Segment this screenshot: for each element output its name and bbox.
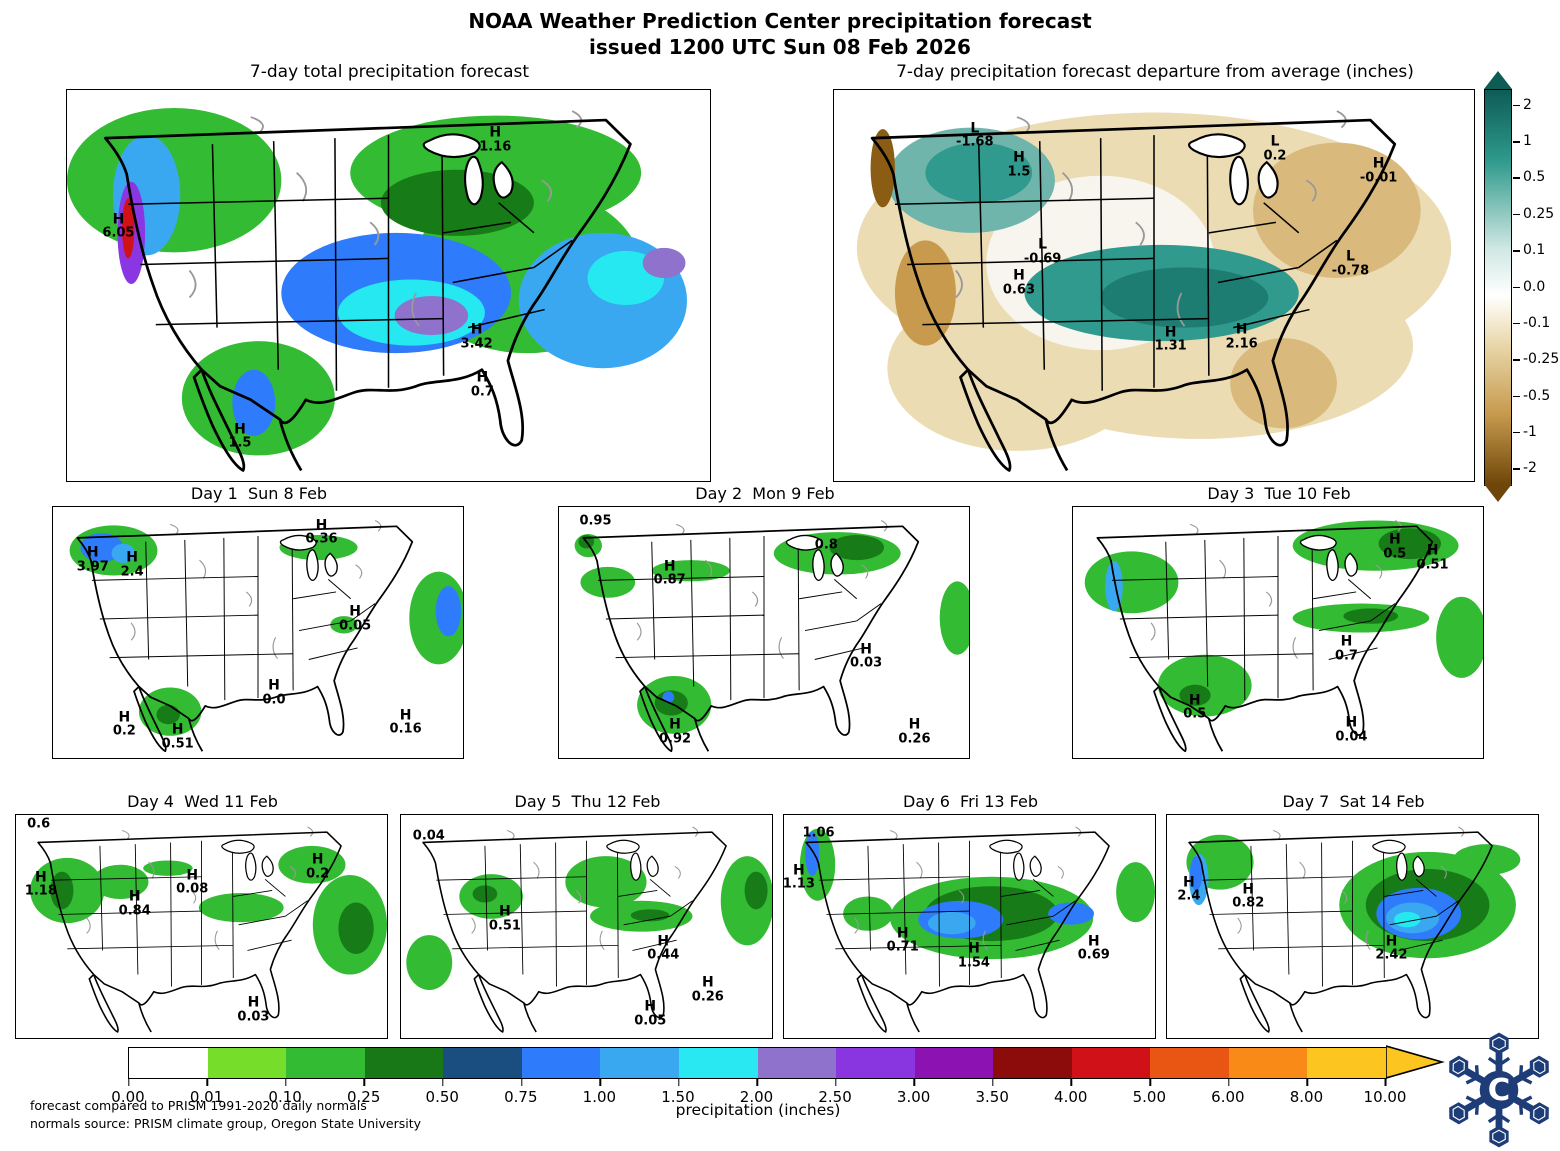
precip-colorbar-segment	[993, 1048, 1072, 1078]
us-basemap	[1186, 826, 1521, 1033]
us-basemap	[799, 826, 1155, 1033]
departure-colorbar-tick: -0.1	[1512, 314, 1551, 331]
departure-colorbar-tick: -0.25	[1512, 351, 1560, 368]
precip-colorbar-segments	[128, 1047, 1387, 1079]
departure-colorbar-tick: -0.5	[1512, 387, 1551, 404]
us-basemap	[406, 826, 772, 1033]
precip-colorbar-tick: 6.00	[1211, 1079, 1245, 1106]
precip-colorbar-arrow	[1386, 1045, 1445, 1079]
precip-colorbar-tick: 1.00	[582, 1079, 617, 1106]
precip-colorbar-tick: 2.50	[818, 1079, 852, 1106]
departure-colorbar-ticks: 2 1 0.5 0.25 0.1 0.0 -0.1 -0.25 -0.5 -1 -2	[1512, 89, 1560, 484]
precip-colorbar-tick: 4.00	[1054, 1079, 1088, 1106]
departure-colorbar-tick: -2	[1513, 460, 1537, 477]
precip-colorbar-segment	[600, 1048, 679, 1078]
panel-day4: Day 4 Wed 11 Feb	[15, 792, 390, 1041]
panel-title: 7-day total precipitation forecast	[249, 62, 530, 82]
precip-colorbar-tick: 3.00	[896, 1079, 931, 1106]
precip-colorbar-segment	[757, 1048, 837, 1078]
panel-day5: Day 5 Thu 12 Feb	[400, 792, 775, 1041]
precip-colorbar-tick: 2.00	[739, 1079, 774, 1106]
departure-colorbar-tick: 2	[1513, 96, 1532, 113]
map-frame: 1.06 H 1.13 H 0.71 H 1.54 H 0.69	[783, 814, 1156, 1039]
departure-colorbar	[1484, 89, 1512, 486]
panel-title: 7-day precipitation forecast departure f…	[896, 62, 1414, 82]
map-frame: H 3.97 H 2.4 H 0.36 H 0.05 H 0.0 H 0.2 H 0.51 H 0.16	[52, 506, 464, 759]
map-frame: H 2.4 H 0.82 H 2.42	[1166, 814, 1539, 1039]
panel-day3: Day 3 Tue 10 Feb	[1072, 484, 1486, 761]
precip-colorbar-tick: 0.50	[425, 1079, 459, 1106]
precip-colorbar-segment	[443, 1048, 522, 1078]
departure-colorbar-tick: -1	[1513, 423, 1537, 440]
wpc-snowflake-logo: C	[1449, 1032, 1549, 1148]
departure-colorbar-tick: 1	[1513, 133, 1532, 150]
precip-colorbar-tick: 0.25	[346, 1079, 381, 1106]
panel-title: Day 3 Tue 10 Feb	[1207, 484, 1351, 503]
map-frame: 0.95 H 0.87 0.8 H 0.03 H 0.92 H 0.26	[558, 506, 970, 759]
precip-colorbar-ticks: 0.00 0.01 0.10 0.25 0.50 0.75 1.00 1.50 2.00 2.50…	[111, 1079, 1406, 1106]
precip-colorbar-segment	[1228, 1048, 1308, 1078]
map-frame: L -1.68 H 1.5 L -0.69 H 0.63 L 0.2 H -0.01 L -0.78 H 1.…	[833, 89, 1475, 482]
panel-departure-7day: 7-day precipitation forecast departure f…	[833, 62, 1477, 484]
precip-colorbar-tick: 10.00	[1363, 1079, 1407, 1106]
panel-day1: Day 1 Sun 8 Feb	[52, 484, 466, 761]
precip-colorbar-segment	[207, 1048, 287, 1078]
main-title-line1: NOAA Weather Prediction Center precipita…	[468, 9, 1092, 33]
precip-colorbar-tick: 0.10	[268, 1079, 302, 1106]
svg-text:C: C	[1488, 1073, 1510, 1108]
precip-colorbar-segment	[1071, 1048, 1151, 1078]
panel-title: Day 7 Sat 14 Feb	[1282, 792, 1425, 811]
footnote-line1: forecast compared to PRISM 1991-2020 dai…	[30, 1098, 367, 1113]
departure-colorbar-arrow-down	[1484, 484, 1512, 502]
map-frame: H 0.5 H 0.51 H 0.7 H 0.5 H 0.04	[1072, 506, 1484, 759]
map-frame: H 1.16 H 6.05 H 3.42 H 0.7 H 1.5	[66, 89, 711, 482]
precip-colorbar-segment	[521, 1048, 601, 1078]
departure-colorbar-tick: 0.5	[1512, 169, 1546, 186]
departure-colorbar-arrow-up	[1484, 71, 1512, 89]
precip-colorbar-label: precipitation (inches)	[675, 1101, 841, 1119]
us-basemap	[69, 519, 463, 753]
us-basemap	[67, 108, 688, 472]
panel-title: Day 5 Thu 12 Feb	[514, 792, 661, 811]
precip-colorbar-segment	[364, 1048, 444, 1078]
panel-title: Day 1 Sun 8 Feb	[190, 484, 328, 503]
precip-colorbar-segment	[914, 1048, 994, 1078]
panel-day6: Day 6 Fri 13 Feb	[783, 792, 1158, 1041]
precip-colorbar-tick: 5.00	[1132, 1079, 1167, 1106]
panel-day7: Day 7 Sat 14 Feb	[1166, 792, 1541, 1041]
map-frame: 0.6 H 1.18 H 0.84 H 0.08 H 0.2 H 0.03	[15, 814, 388, 1039]
precip-colorbar-tick: 8.00	[1289, 1079, 1324, 1106]
precip-colorbar-tick: 0.00	[111, 1079, 145, 1106]
panel-title: Day 4 Wed 11 Feb	[127, 792, 278, 811]
panel-title: Day 2 Mon 9 Feb	[695, 484, 835, 503]
precip-colorbar-tick: 1.50	[661, 1079, 695, 1106]
panel-title: Day 6 Fri 13 Feb	[903, 792, 1038, 811]
precip-colorbar-tick: 0.75	[504, 1079, 538, 1106]
us-basemap	[856, 110, 1452, 472]
precip-colorbar-segment	[678, 1048, 758, 1078]
main-title-line2: issued 1200 UTC Sun 08 Feb 2026	[589, 35, 971, 59]
departure-colorbar-tick: 0.25	[1512, 205, 1555, 222]
us-basemap	[1084, 519, 1483, 753]
departure-colorbar-tick: 0.1	[1512, 242, 1546, 259]
precip-colorbar-segment	[129, 1048, 208, 1078]
us-basemap	[30, 826, 387, 1033]
panel-total-7day: 7-day total precipitation forecast	[66, 62, 713, 484]
departure-colorbar-tick: 0.0	[1512, 278, 1546, 295]
us-basemap	[574, 519, 969, 753]
map-frame: 0.04 H 0.51 H 0.44 H 0.26 H 0.05	[400, 814, 773, 1039]
precip-colorbar-segment	[286, 1048, 365, 1078]
footnote-line2: normals source: PRISM climate group, Ore…	[30, 1116, 422, 1131]
precip-colorbar-segment	[836, 1048, 915, 1078]
precip-colorbar-segment	[1307, 1048, 1386, 1078]
panel-day2: Day 2 Mon 9 Feb	[558, 484, 972, 761]
precip-colorbar-tick: 0.01	[189, 1079, 224, 1106]
precip-colorbar-tick: 3.50	[975, 1079, 1009, 1106]
precip-colorbar-segment	[1150, 1048, 1229, 1078]
